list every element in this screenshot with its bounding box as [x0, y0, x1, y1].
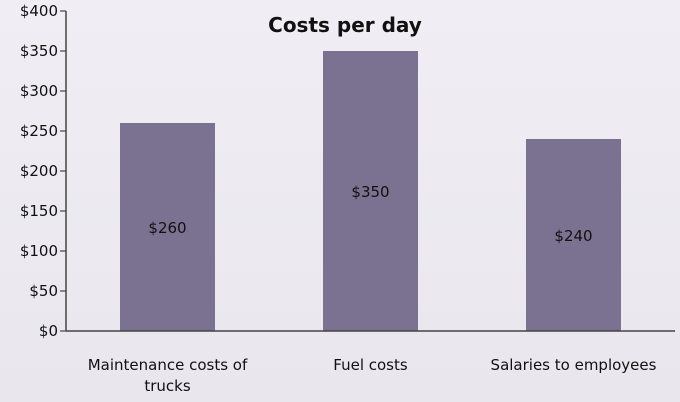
x-category-label: Fuel costs — [333, 356, 408, 374]
chart-title: Costs per day — [268, 13, 422, 37]
bars — [120, 51, 621, 331]
x-axis-categories: Maintenance costs of trucks Fuel costs Sala… — [88, 356, 657, 395]
x-category-label: Maintenance costs of trucks — [88, 356, 248, 395]
y-tick-label: $100 — [20, 242, 58, 260]
y-tick-label: $300 — [20, 82, 58, 100]
bar-data-label: $240 — [554, 227, 592, 245]
y-tick-label: $200 — [20, 162, 58, 180]
y-tick-label: $0 — [39, 322, 58, 340]
y-axis-ticks: $0 $50 $100 $150 $200 $250 $300 $350 $400 — [20, 2, 66, 340]
bar-data-label: $350 — [351, 183, 389, 201]
bar — [323, 51, 418, 331]
bar-data-label: $260 — [148, 219, 186, 237]
data-labels: $260 $350 $240 — [148, 183, 592, 245]
y-tick-label: $400 — [20, 2, 58, 20]
x-category-label: Salaries to employees — [491, 356, 657, 374]
y-tick-label: $50 — [29, 282, 58, 300]
bar — [120, 123, 215, 331]
bar — [526, 139, 621, 331]
y-tick-label: $150 — [20, 202, 58, 220]
y-tick-label: $350 — [20, 42, 58, 60]
y-tick-label: $250 — [20, 122, 58, 140]
